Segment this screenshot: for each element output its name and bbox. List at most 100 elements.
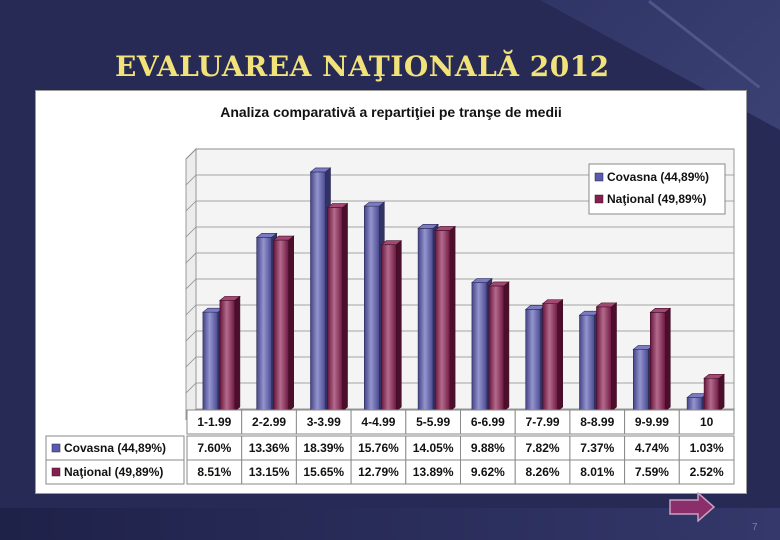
bar-front [542, 303, 559, 412]
data-label: 7.60% [197, 441, 231, 455]
bar-front [363, 205, 380, 412]
chart-panel: Analiza comparativă a repartiţiei pe tra… [35, 90, 747, 494]
bar-front [417, 228, 434, 412]
table-value-cell [295, 435, 352, 461]
gridline-side [185, 174, 197, 186]
legend-label-covasna: Covasna (44,89%) [607, 170, 709, 184]
data-label: 14.05% [413, 441, 454, 455]
bar-chart: Analiza comparativă a repartiţiei pe tra… [45, 104, 736, 485]
table-value-cell [460, 459, 516, 485]
bar-national-4 [380, 240, 403, 412]
chart-title: Analiza comparativă a repartiţiei pe tra… [220, 104, 562, 120]
gridline-side [185, 382, 197, 394]
x-tick-label: 9-9.99 [635, 415, 669, 429]
bar-national-3 [326, 202, 349, 412]
table-value-cell [569, 459, 626, 485]
table-value-cell [678, 459, 735, 485]
bar-front [649, 312, 666, 412]
bar-side [288, 235, 295, 412]
data-label: 15.76% [358, 441, 399, 455]
table-header-cell [350, 409, 407, 435]
table-header-cell [405, 409, 461, 435]
bar-national-6 [488, 281, 510, 412]
bar-national-1 [219, 295, 241, 412]
bar-national-9 [649, 307, 672, 412]
gridline-side [185, 148, 197, 160]
table-header-cell [569, 409, 626, 435]
table-series-cell [45, 435, 185, 461]
bar-front [310, 171, 326, 412]
gridline-side [185, 330, 197, 342]
x-tick-label: 10 [700, 415, 714, 429]
table-value-cell [241, 459, 297, 485]
table-value-cell [350, 459, 407, 485]
bar-side [664, 307, 671, 412]
table-value-cell [514, 435, 571, 461]
table-value-cell [405, 459, 461, 485]
gridline-side [185, 200, 197, 212]
data-label: 13.36% [249, 441, 290, 455]
table-value-cell [350, 435, 407, 461]
gridline-side [185, 278, 197, 290]
bar-front [632, 349, 649, 412]
legend-box [588, 163, 726, 215]
bar-side [611, 302, 617, 412]
data-label: 15.65% [303, 465, 344, 479]
data-label: 9.88% [471, 441, 505, 455]
bar-national-8 [595, 302, 618, 412]
data-label: 9.62% [471, 465, 505, 479]
bar-front [686, 397, 703, 412]
table-value-cell [295, 459, 352, 485]
table-series-cell [45, 459, 185, 485]
bar-front [219, 300, 236, 412]
bar-front [327, 207, 343, 412]
bar-side [449, 225, 456, 412]
chart-legend: Covasna (44,89%) Naţional (49,89%) [588, 163, 726, 215]
x-tick-label: 3-3.99 [307, 415, 341, 429]
data-label: 4.74% [635, 441, 669, 455]
bar-side [718, 373, 725, 412]
data-label: 8.26% [526, 465, 560, 479]
bar-front [434, 230, 451, 412]
x-tick-label: 5-5.99 [416, 415, 450, 429]
bar-national-10 [703, 373, 725, 412]
slide-title: EVALUAREA NAŢIONALĂ 2012 [115, 50, 610, 83]
page-number: 7 [752, 522, 758, 533]
bar-side [503, 281, 510, 412]
data-label: 2.52% [690, 465, 724, 479]
gridline-side [185, 356, 197, 368]
bar-front [579, 314, 595, 412]
bar-front [380, 244, 397, 412]
bar-side [234, 295, 241, 412]
bar-front [202, 311, 219, 412]
bar-front [273, 239, 289, 412]
data-label: 13.15% [249, 465, 290, 479]
x-tick-label: 4-4.99 [361, 415, 395, 429]
data-label: 7.82% [526, 441, 560, 455]
table-swatch-national [51, 467, 61, 477]
x-tick-label: 7-7.99 [526, 415, 560, 429]
table-header-cell [295, 409, 352, 435]
bar-front [596, 306, 612, 412]
data-table: 1-1.99 2-2.99 3-3.99 4-4.99 5-5.99 6-6.99 7-7.… [45, 409, 735, 485]
data-label: 18.39% [303, 441, 344, 455]
data-label: 1.03% [690, 441, 724, 455]
data-label: 12.79% [358, 465, 399, 479]
gridline-side [185, 304, 197, 316]
x-tick-label: 2-2.99 [252, 415, 286, 429]
x-tick-label: 1-1.99 [197, 415, 231, 429]
bar-side [557, 298, 564, 412]
table-value-cell [624, 435, 680, 461]
x-tick-label: 8-8.99 [580, 415, 614, 429]
table-header-cell [460, 409, 516, 435]
table-series-label: Naţional (49,89%) [64, 465, 163, 479]
bar-national-5 [434, 225, 456, 412]
data-label: 13.89% [413, 465, 454, 479]
bar-side [395, 240, 402, 412]
data-label: 7.37% [580, 441, 614, 455]
bar-front [471, 282, 488, 412]
data-label: 7.59% [635, 465, 669, 479]
bar-front [703, 377, 720, 412]
next-slide-arrow-icon[interactable] [668, 491, 716, 523]
table-value-cell [514, 459, 571, 485]
